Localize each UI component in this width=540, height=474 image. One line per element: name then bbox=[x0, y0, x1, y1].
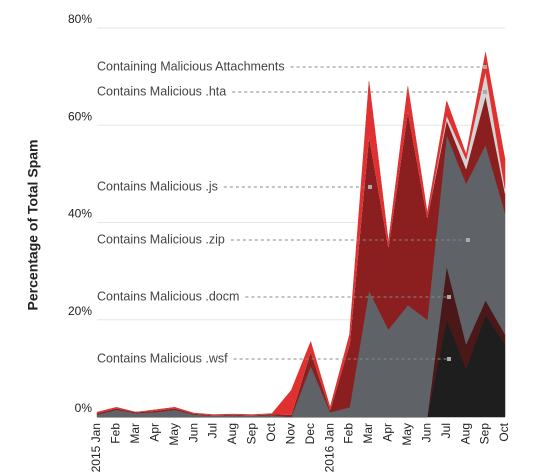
legend-label: Contains Malicious .js bbox=[97, 179, 218, 193]
leader-marker bbox=[447, 357, 451, 361]
x-tick-label: Oct bbox=[497, 422, 511, 441]
y-tick-label: 60% bbox=[68, 109, 92, 123]
y-tick-label: 80% bbox=[68, 12, 92, 26]
leader-marker bbox=[368, 185, 372, 189]
x-tick-label: Dec bbox=[303, 423, 317, 444]
x-tick-label: Jul bbox=[206, 423, 220, 438]
x-tick-label: Jun bbox=[419, 423, 433, 442]
legend-label: Containing Malicious Attachments bbox=[97, 59, 285, 73]
leader-marker bbox=[447, 295, 451, 299]
x-tick-label: 2016 Jan bbox=[322, 423, 336, 472]
x-tick-label: Oct bbox=[264, 422, 278, 441]
legend-label: Contains Malicious .wsf bbox=[97, 351, 228, 365]
y-tick-label: 40% bbox=[68, 207, 92, 221]
x-tick-label: Sep bbox=[478, 423, 492, 445]
x-tick-label: Feb bbox=[109, 423, 123, 444]
x-tick-label: May bbox=[400, 423, 414, 446]
x-tick-label: Sep bbox=[245, 423, 259, 445]
area bbox=[96, 52, 506, 416]
legend-label: Contains Malicious .hta bbox=[97, 84, 226, 98]
x-tick-label: Apr bbox=[381, 423, 395, 442]
y-tick-label: 20% bbox=[68, 304, 92, 318]
x-tick-label: Mar bbox=[361, 423, 375, 444]
x-tick-label: Mar bbox=[128, 423, 142, 444]
x-tick-label: 2015 Jan bbox=[89, 423, 103, 472]
leader-marker bbox=[466, 238, 470, 242]
y-axis-label: Percentage of Total Spam bbox=[25, 140, 41, 311]
x-tick-label: Aug bbox=[458, 423, 472, 444]
legend-label: Contains Malicious .zip bbox=[97, 232, 225, 246]
x-tick-label: May bbox=[167, 423, 181, 446]
x-tick-label: Aug bbox=[225, 423, 239, 444]
leader-marker bbox=[483, 65, 487, 69]
y-tick-label: 0% bbox=[75, 401, 93, 415]
x-tick-label: Jul bbox=[439, 423, 453, 438]
x-tick-label: Apr bbox=[147, 423, 161, 442]
legend-label: Contains Malicious .docm bbox=[97, 289, 239, 303]
x-tick-label: Feb bbox=[342, 423, 356, 444]
x-tick-label: Jun bbox=[186, 423, 200, 442]
x-tick-label: Nov bbox=[283, 423, 297, 444]
leader-marker bbox=[483, 90, 487, 94]
